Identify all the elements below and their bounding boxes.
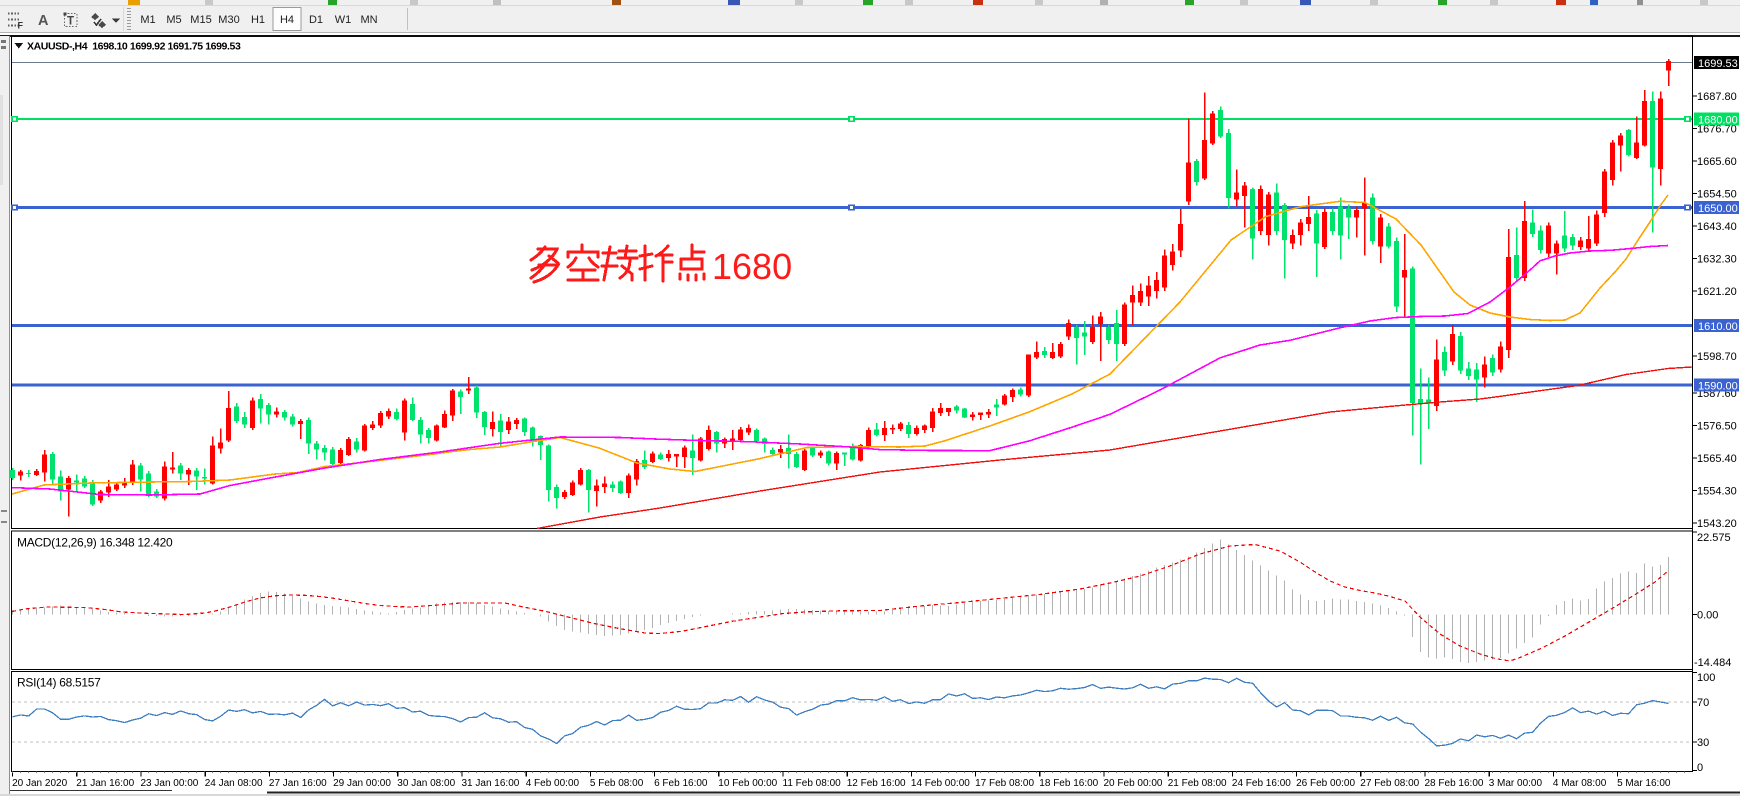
svg-text:24 Jan 08:00: 24 Jan 08:00 [205, 778, 263, 789]
svg-text:RSI(14) 68.5157: RSI(14) 68.5157 [17, 676, 101, 690]
svg-text:1699.53: 1699.53 [1698, 58, 1738, 70]
svg-text:4 Mar 08:00: 4 Mar 08:00 [1553, 778, 1607, 789]
svg-text:5 Mar 16:00: 5 Mar 16:00 [1617, 778, 1671, 789]
svg-text:-14.484: -14.484 [1694, 657, 1731, 669]
svg-text:31 Jan 16:00: 31 Jan 16:00 [462, 778, 520, 789]
svg-text:H4: H4 [280, 14, 294, 26]
svg-text:W1: W1 [335, 14, 352, 26]
svg-text:F: F [18, 21, 24, 31]
svg-text:3 Mar 00:00: 3 Mar 00:00 [1489, 778, 1543, 789]
svg-text:A: A [38, 13, 49, 29]
svg-text:14 Feb 00:00: 14 Feb 00:00 [911, 778, 970, 789]
svg-text:6 Feb 16:00: 6 Feb 16:00 [654, 778, 708, 789]
svg-text:28 Feb 16:00: 28 Feb 16:00 [1425, 778, 1484, 789]
svg-text:H1: H1 [251, 14, 265, 26]
svg-text:23 Jan 00:00: 23 Jan 00:00 [141, 778, 199, 789]
svg-text:24 Feb 16:00: 24 Feb 16:00 [1232, 778, 1291, 789]
svg-text:1676.70: 1676.70 [1697, 123, 1737, 135]
svg-text:D1: D1 [309, 14, 323, 26]
svg-text:T: T [67, 16, 74, 28]
svg-text:1680.00: 1680.00 [1698, 115, 1738, 127]
svg-text:1643.40: 1643.40 [1697, 221, 1737, 233]
svg-text:22.575: 22.575 [1697, 532, 1731, 544]
svg-text:M1: M1 [140, 14, 155, 26]
svg-text:1650.00: 1650.00 [1698, 203, 1738, 215]
svg-text:27 Feb 08:00: 27 Feb 08:00 [1360, 778, 1419, 789]
svg-text:1590.00: 1590.00 [1698, 381, 1738, 393]
svg-text:5 Feb 08:00: 5 Feb 08:00 [590, 778, 644, 789]
svg-text:M30: M30 [218, 14, 239, 26]
svg-text:M5: M5 [166, 14, 181, 26]
svg-text:30: 30 [1697, 737, 1709, 749]
svg-text:1610.00: 1610.00 [1698, 321, 1738, 333]
svg-text:17 Feb 08:00: 17 Feb 08:00 [975, 778, 1034, 789]
svg-text:1680: 1680 [712, 246, 792, 287]
svg-text:20 Feb 00:00: 20 Feb 00:00 [1104, 778, 1163, 789]
svg-text:20 Jan 2020: 20 Jan 2020 [12, 778, 67, 789]
svg-text:1565.40: 1565.40 [1697, 453, 1737, 465]
svg-text:21 Jan 16:00: 21 Jan 16:00 [76, 778, 134, 789]
svg-text:1576.50: 1576.50 [1697, 421, 1737, 433]
svg-text:26 Feb 00:00: 26 Feb 00:00 [1296, 778, 1355, 789]
svg-text:MACD(12,26,9) 16.348 12.420: MACD(12,26,9) 16.348 12.420 [17, 536, 173, 550]
svg-text:0: 0 [1697, 762, 1703, 774]
svg-text:1621.20: 1621.20 [1697, 286, 1737, 298]
svg-text:70: 70 [1697, 697, 1709, 709]
svg-text:MN: MN [360, 14, 377, 26]
svg-text:0.00: 0.00 [1697, 610, 1718, 622]
svg-text:1598.70: 1598.70 [1697, 351, 1737, 363]
svg-text:10 Feb 00:00: 10 Feb 00:00 [718, 778, 777, 789]
svg-text:100: 100 [1697, 672, 1715, 684]
svg-text:1632.30: 1632.30 [1697, 253, 1737, 265]
svg-text:1687.80: 1687.80 [1697, 91, 1737, 103]
svg-text:11 Feb 08:00: 11 Feb 08:00 [783, 778, 842, 789]
svg-text:1554.30: 1554.30 [1697, 486, 1737, 498]
svg-text:4 Feb 00:00: 4 Feb 00:00 [526, 778, 580, 789]
svg-text:27 Jan 16:00: 27 Jan 16:00 [269, 778, 327, 789]
svg-text:30 Jan 08:00: 30 Jan 08:00 [397, 778, 455, 789]
svg-text:21 Feb 08:00: 21 Feb 08:00 [1168, 778, 1227, 789]
svg-text:XAUUSD-,H4 1698.10 1699.92 16: XAUUSD-,H4 1698.10 1699.92 1691.75 1699.… [27, 41, 241, 53]
svg-text:1665.60: 1665.60 [1697, 156, 1737, 168]
svg-text:1654.50: 1654.50 [1697, 189, 1737, 201]
svg-text:12 Feb 16:00: 12 Feb 16:00 [847, 778, 906, 789]
svg-text:18 Feb 16:00: 18 Feb 16:00 [1039, 778, 1098, 789]
svg-text:29 Jan 00:00: 29 Jan 00:00 [333, 778, 391, 789]
svg-text:1543.20: 1543.20 [1697, 518, 1737, 530]
svg-text:M15: M15 [190, 14, 211, 26]
